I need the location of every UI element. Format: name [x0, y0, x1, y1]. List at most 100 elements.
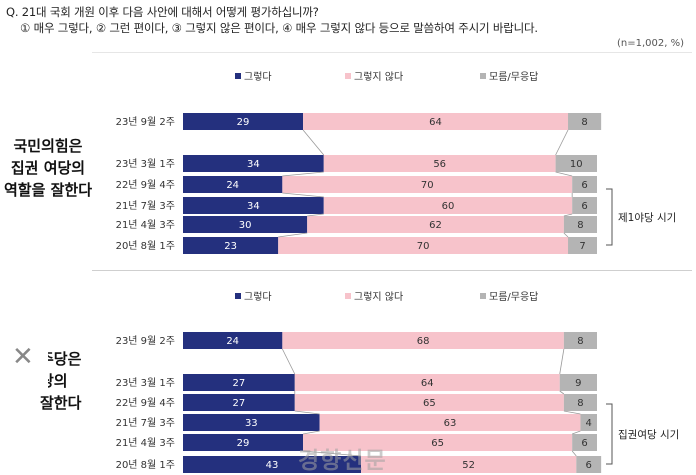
value-label: 52 — [462, 460, 475, 471]
legend-swatch — [480, 293, 486, 299]
value-label: 34 — [247, 201, 260, 212]
value-label: 30 — [239, 220, 252, 231]
connector-line — [555, 129, 569, 156]
bar-segment — [183, 456, 362, 473]
legend-label: 모름/무응답 — [489, 71, 538, 83]
bar-segment — [282, 332, 564, 349]
value-label: 4 — [586, 418, 592, 429]
answer-options-text: ① 매우 그렇다, ② 그런 편이다, ③ 그렇지 않은 편이다, ④ 매우 그… — [20, 21, 538, 35]
value-label: 23 — [224, 241, 237, 252]
legend-label: 그렇다 — [244, 70, 272, 83]
bar-segment — [576, 456, 602, 473]
legend-swatch — [480, 73, 486, 79]
bar-segment — [303, 113, 569, 130]
connector-line — [559, 348, 565, 375]
overlay-mask — [0, 330, 48, 390]
watermark: 경향신문 — [298, 448, 387, 474]
category-label: 21년 4월 3주 — [116, 219, 175, 231]
value-label: 9 — [575, 378, 581, 389]
close-icon[interactable]: ✕ — [12, 342, 34, 372]
connector-line — [572, 430, 581, 435]
bar-segment — [307, 216, 564, 233]
value-label: 70 — [417, 241, 430, 252]
panel1-title: 국민의힘은 집권 여당의 역할을 잘한다 — [3, 137, 93, 199]
value-label: 6 — [581, 201, 587, 212]
value-label: 8 — [581, 117, 587, 128]
bar-segment — [183, 332, 283, 349]
bar-segment — [278, 237, 569, 254]
divider-top — [92, 52, 692, 53]
value-label: 43 — [266, 460, 279, 471]
category-label: 23년 9월 2주 — [116, 116, 175, 128]
bar-segment — [568, 113, 602, 130]
value-label: 8 — [577, 398, 583, 409]
category-label: 22년 9월 4주 — [116, 397, 175, 409]
bar-segment — [559, 374, 597, 391]
value-label: 60 — [442, 201, 455, 212]
bar-segment — [183, 176, 283, 193]
connector-line — [294, 410, 320, 415]
bar-segment — [555, 155, 597, 172]
value-label: 64 — [421, 378, 434, 389]
sample-size-note: (n=1,002, %) — [616, 38, 684, 49]
connector-line — [278, 232, 308, 238]
connector-line — [282, 192, 324, 198]
connector-line — [302, 430, 320, 435]
value-label: 24 — [226, 180, 239, 191]
bar-segment — [323, 155, 556, 172]
connector-line — [307, 213, 324, 217]
bar-segment — [183, 197, 324, 214]
bar-segment — [572, 197, 597, 214]
bar-segment — [303, 434, 573, 451]
value-label: 10 — [570, 159, 583, 170]
bar-segment — [183, 414, 320, 431]
connector-line — [571, 450, 577, 457]
bar-segment — [294, 374, 560, 391]
value-label: 29 — [237, 117, 250, 128]
value-label: 6 — [581, 180, 587, 191]
bar-segment — [563, 394, 597, 411]
value-label: 6 — [586, 460, 592, 471]
category-label: 23년 3월 1주 — [116, 158, 175, 170]
bracket-label: 제1야당 시기 — [618, 211, 676, 224]
connector-line — [282, 348, 296, 375]
legend-swatch — [345, 293, 351, 299]
value-label: 24 — [226, 336, 239, 347]
value-label: 27 — [233, 398, 246, 409]
bar-segment — [183, 113, 304, 130]
bar-segment — [282, 176, 573, 193]
legend-swatch — [235, 73, 241, 79]
bar-segment — [183, 374, 295, 391]
connector-line — [555, 171, 573, 177]
bar-segment — [294, 394, 564, 411]
connector-line — [302, 129, 325, 156]
category-label: 23년 9월 2주 — [116, 335, 175, 347]
category-label: 20년 8월 1주 — [116, 459, 175, 471]
connector-line — [563, 213, 573, 217]
value-label: 6 — [581, 438, 587, 449]
bar-segment — [183, 237, 279, 254]
value-label: 62 — [429, 220, 442, 231]
legend-swatch — [235, 293, 241, 299]
bar-segment — [568, 237, 597, 254]
legend-label: 모름/무응답 — [489, 291, 538, 303]
category-label: 22년 9월 4주 — [116, 179, 175, 191]
value-label: 8 — [577, 220, 583, 231]
connector-line — [282, 171, 324, 177]
value-label: 68 — [417, 336, 430, 347]
bar-segment — [563, 332, 597, 349]
value-label: 33 — [245, 418, 258, 429]
period-bracket — [606, 403, 613, 465]
category-label: 20년 8월 1주 — [116, 240, 175, 252]
bar-segment — [183, 155, 324, 172]
legend-swatch — [345, 73, 351, 79]
legend-label: 그렇다 — [244, 290, 272, 303]
value-label: 8 — [577, 336, 583, 347]
value-label: 65 — [423, 398, 436, 409]
bar-segment — [580, 414, 597, 431]
bar-segment — [572, 434, 597, 451]
category-label: 21년 7월 3주 — [116, 417, 175, 429]
panel2-title: 주당은 당의 잘한다 — [40, 350, 82, 412]
value-label: 70 — [421, 180, 434, 191]
